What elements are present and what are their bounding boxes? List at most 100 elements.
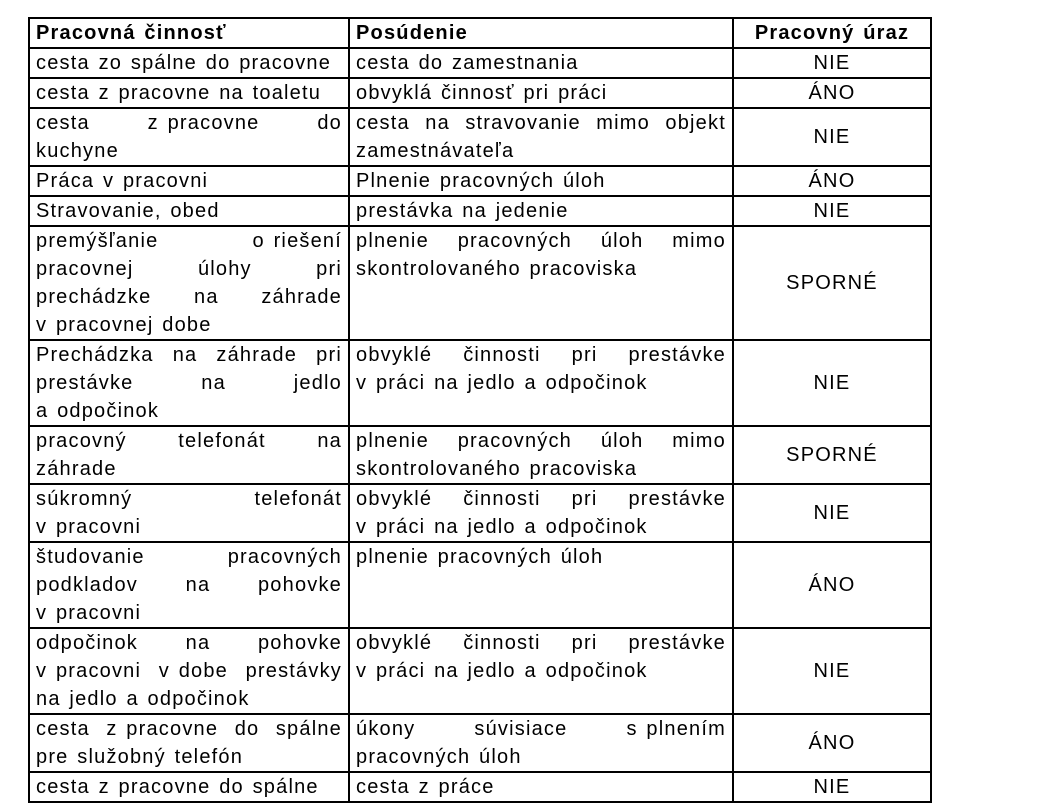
- table-row: Stravovanie, obed prestávka na jedenie N…: [28, 195, 932, 227]
- cell-line: Stravovanie, obed: [36, 200, 220, 222]
- cell-line: Prechádzka na záhrade pri: [36, 344, 342, 366]
- cell-line: podkladov na pohovke: [36, 574, 342, 596]
- header-assessment: Posúdenie: [348, 17, 734, 49]
- cell-line: plnenie pracovných úloh: [356, 546, 604, 568]
- cell-line: v pracovni: [36, 602, 142, 624]
- verdict-cell: NIE: [732, 483, 932, 543]
- verdict-cell: SPORNÉ: [732, 425, 932, 485]
- cell-line: prestávka na jedenie: [356, 200, 569, 222]
- work-activity-table: Pracovná činnosť Posúdenie Pracovný úraz…: [28, 17, 932, 803]
- cell-line: kuchyne: [36, 140, 119, 162]
- cell-line: odpočinok na pohovke: [36, 632, 342, 654]
- assessment-cell: Plnenie pracovných úloh: [348, 165, 734, 197]
- cell-line: a odpočinok: [36, 400, 160, 422]
- cell-line: súkromný telefonát: [36, 488, 342, 510]
- table-row: cesta z pracovne na toaletu obvyklá činn…: [28, 77, 932, 109]
- activity-cell: Prechádzka na záhrade pri prestávke na je…: [28, 339, 350, 427]
- activity-cell: premýšľanie o riešení pracovnej úlohy pri…: [28, 225, 350, 341]
- cell-line: v pracovnej dobe: [36, 314, 212, 336]
- table-row: cesta zo spálne do pracovne cesta do zam…: [28, 47, 932, 79]
- assessment-cell: cesta z práce: [348, 771, 734, 803]
- cell-line: cesta z pracovne do: [36, 112, 342, 134]
- cell-line: obvyklé činnosti pri prestávke: [356, 488, 726, 510]
- table-row: Prechádzka na záhrade pri prestávke na je…: [28, 339, 932, 427]
- activity-cell: študovanie pracovných podkladov na pohovk…: [28, 541, 350, 629]
- activity-cell: cesta z pracovne do kuchyne: [28, 107, 350, 167]
- verdict-cell: SPORNÉ: [732, 225, 932, 341]
- verdict-cell: ÁNO: [732, 541, 932, 629]
- cell-line: prestávke na jedlo: [36, 372, 342, 394]
- cell-line: v práci na jedlo a odpočinok: [356, 660, 648, 682]
- cell-line: cesta z pracovne do spálne: [36, 718, 342, 740]
- cell-line: študovanie pracovných: [36, 546, 342, 568]
- activity-cell: cesta zo spálne do pracovne: [28, 47, 350, 79]
- activity-cell: cesta z pracovne do spálne: [28, 771, 350, 803]
- cell-line: cesta z práce: [356, 776, 495, 798]
- activity-cell: pracovný telefonát na záhrade: [28, 425, 350, 485]
- activity-cell: súkromný telefonát v pracovni: [28, 483, 350, 543]
- cell-line: na jedlo a odpočinok: [36, 688, 250, 710]
- assessment-cell: obvyklá činnosť pri práci: [348, 77, 734, 109]
- activity-cell: Stravovanie, obed: [28, 195, 350, 227]
- cell-line: obvyklá činnosť pri práci: [356, 82, 608, 104]
- cell-line: pracovných úloh: [356, 746, 522, 768]
- table-row: pracovný telefonát na záhrade plnenie pra…: [28, 425, 932, 485]
- cell-line: v práci na jedlo a odpočinok: [356, 372, 648, 394]
- header-verdict: Pracovný úraz: [732, 17, 932, 49]
- cell-line: pre služobný telefón: [36, 746, 244, 768]
- assessment-cell: obvyklé činnosti pri prestávke v práci na…: [348, 627, 734, 715]
- assessment-cell: prestávka na jedenie: [348, 195, 734, 227]
- cell-line: zamestnávateľa: [356, 140, 515, 162]
- cell-line: záhrade: [36, 458, 117, 480]
- assessment-cell: plnenie pracovných úloh: [348, 541, 734, 629]
- cell-line: cesta zo spálne do pracovne: [36, 52, 332, 74]
- cell-line: obvyklé činnosti pri prestávke: [356, 632, 726, 654]
- cell-line: skontrolovaného pracoviska: [356, 258, 638, 280]
- table-row: cesta z pracovne do spálne cesta z práce…: [28, 771, 932, 803]
- verdict-cell: NIE: [732, 107, 932, 167]
- cell-line: cesta z pracovne do spálne: [36, 776, 319, 798]
- cell-line: prechádzke na záhrade: [36, 286, 342, 308]
- activity-cell: Práca v pracovni: [28, 165, 350, 197]
- table-row: cesta z pracovne do spálne pre služobný t…: [28, 713, 932, 773]
- verdict-cell: NIE: [732, 771, 932, 803]
- verdict-cell: ÁNO: [732, 713, 932, 773]
- header-activity: Pracovná činnosť: [28, 17, 350, 49]
- cell-line: v pracovni v dobe prestávky: [36, 660, 342, 682]
- assessment-cell: cesta do zamestnania: [348, 47, 734, 79]
- table-body: cesta zo spálne do pracovne cesta do zam…: [28, 47, 932, 803]
- verdict-cell: ÁNO: [732, 77, 932, 109]
- table-header-row: Pracovná činnosť Posúdenie Pracovný úraz: [28, 17, 932, 49]
- verdict-cell: ÁNO: [732, 165, 932, 197]
- assessment-cell: obvyklé činnosti pri prestávke v práci na…: [348, 339, 734, 427]
- activity-cell: cesta z pracovne do spálne pre služobný t…: [28, 713, 350, 773]
- activity-cell: cesta z pracovne na toaletu: [28, 77, 350, 109]
- assessment-cell: plnenie pracovných úloh mimo skontrolovan…: [348, 225, 734, 341]
- cell-line: cesta z pracovne na toaletu: [36, 82, 322, 104]
- assessment-cell: obvyklé činnosti pri prestávke v práci na…: [348, 483, 734, 543]
- table-row: študovanie pracovných podkladov na pohovk…: [28, 541, 932, 629]
- cell-line: úkony súvisiace s plnením: [356, 718, 726, 740]
- table-row: súkromný telefonát v pracovni obvyklé čin…: [28, 483, 932, 543]
- verdict-cell: NIE: [732, 339, 932, 427]
- cell-line: Práca v pracovni: [36, 170, 209, 192]
- cell-line: cesta na stravovanie mimo objekt: [356, 112, 726, 134]
- verdict-cell: NIE: [732, 627, 932, 715]
- cell-line: plnenie pracovných úloh mimo: [356, 230, 726, 252]
- verdict-cell: NIE: [732, 195, 932, 227]
- cell-line: cesta do zamestnania: [356, 52, 579, 74]
- cell-line: premýšľanie o riešení: [36, 230, 342, 252]
- cell-line: Plnenie pracovných úloh: [356, 170, 606, 192]
- table-row: odpočinok na pohovke v pracovni v dobe pr…: [28, 627, 932, 715]
- cell-line: pracovný telefonát na: [36, 430, 342, 452]
- assessment-cell: plnenie pracovných úloh mimo skontrolovan…: [348, 425, 734, 485]
- activity-cell: odpočinok na pohovke v pracovni v dobe pr…: [28, 627, 350, 715]
- table-row: cesta z pracovne do kuchyne cesta na stra…: [28, 107, 932, 167]
- cell-line: v pracovni: [36, 516, 142, 538]
- cell-line: obvyklé činnosti pri prestávke: [356, 344, 726, 366]
- table-row: premýšľanie o riešení pracovnej úlohy pri…: [28, 225, 932, 341]
- cell-line: v práci na jedlo a odpočinok: [356, 516, 648, 538]
- cell-line: pracovnej úlohy pri: [36, 258, 342, 280]
- assessment-cell: úkony súvisiace s plnením pracovných úloh: [348, 713, 734, 773]
